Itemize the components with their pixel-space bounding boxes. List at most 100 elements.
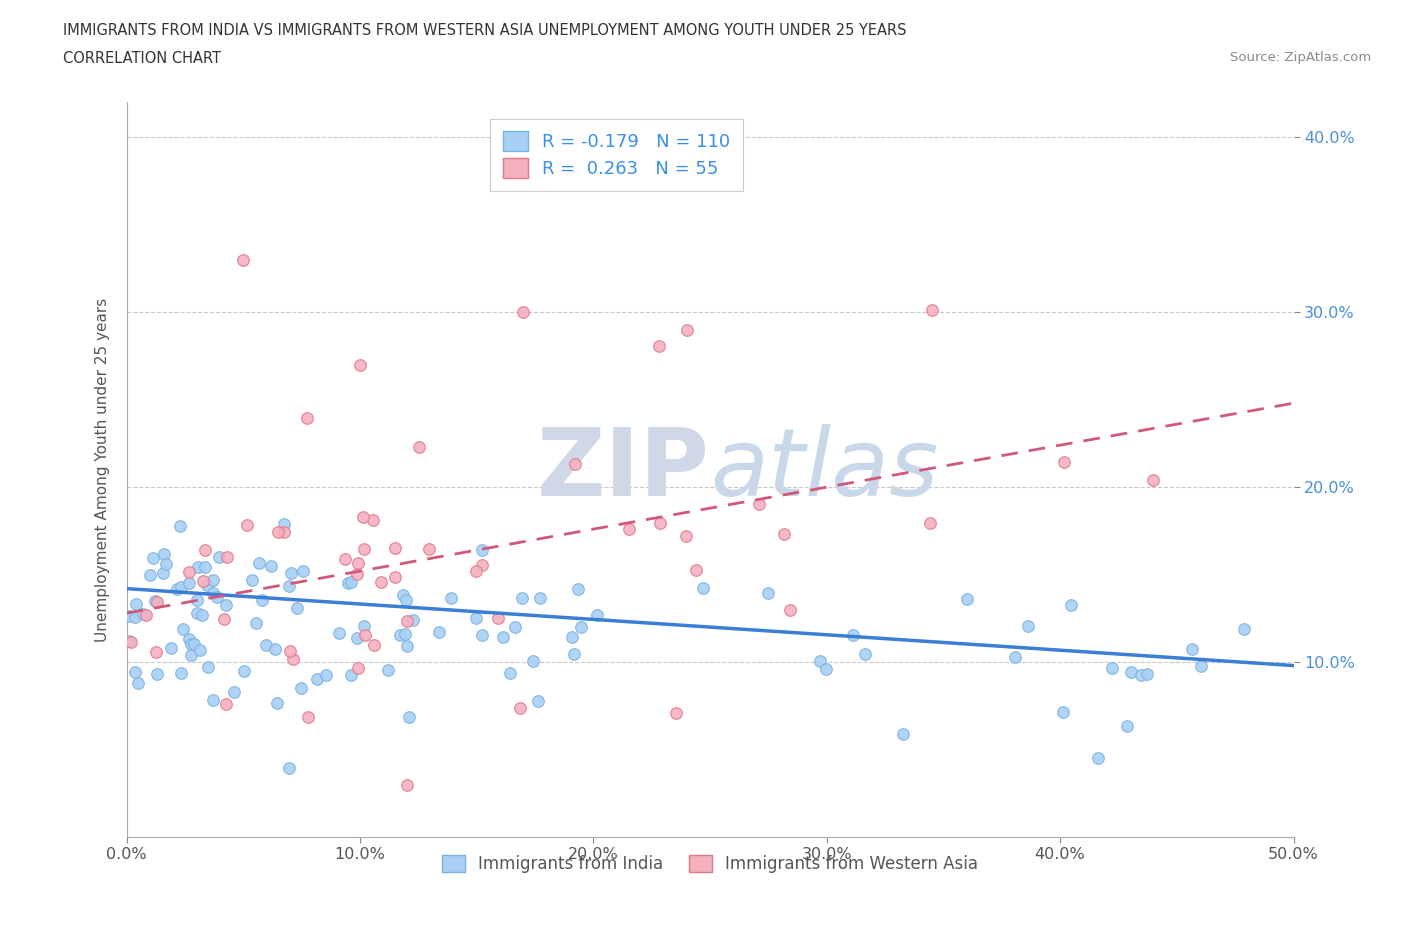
Point: [1191, 658, 1213, 673]
Point: [267, 525, 290, 539]
Point: [186, 605, 208, 620]
Point: [142, 551, 165, 565]
Point: [377, 662, 399, 677]
Text: ZIP: ZIP: [537, 424, 710, 515]
Point: [353, 618, 375, 633]
Point: [205, 590, 228, 604]
Point: [215, 697, 238, 711]
Point: [215, 598, 238, 613]
Point: [170, 579, 193, 594]
Point: [648, 515, 671, 530]
Point: [290, 681, 312, 696]
Point: [266, 696, 288, 711]
Point: [127, 676, 149, 691]
Point: [180, 636, 202, 651]
Point: [562, 646, 585, 661]
Point: [353, 542, 375, 557]
Point: [177, 631, 200, 646]
Text: CORRELATION CHART: CORRELATION CHART: [63, 51, 221, 66]
Point: [245, 616, 267, 631]
Point: [197, 659, 219, 674]
Point: [779, 603, 801, 618]
Point: [202, 693, 225, 708]
Point: [285, 601, 308, 616]
Point: [232, 252, 254, 267]
Point: [471, 542, 494, 557]
Point: [464, 564, 486, 578]
Legend: Immigrants from India, Immigrants from Western Asia: Immigrants from India, Immigrants from W…: [434, 848, 986, 880]
Point: [486, 611, 509, 626]
Point: [665, 706, 688, 721]
Point: [254, 638, 277, 653]
Point: [240, 573, 263, 588]
Point: [328, 626, 350, 641]
Point: [648, 339, 671, 353]
Point: [361, 512, 384, 527]
Point: [233, 664, 256, 679]
Point: [297, 709, 319, 724]
Point: [1129, 668, 1152, 683]
Point: [617, 522, 640, 537]
Point: [155, 556, 177, 571]
Point: [675, 528, 697, 543]
Point: [340, 575, 363, 590]
Point: [124, 610, 146, 625]
Point: [675, 323, 697, 338]
Point: [1233, 621, 1256, 636]
Point: [692, 580, 714, 595]
Point: [186, 592, 208, 607]
Point: [384, 569, 406, 584]
Text: IMMIGRANTS FROM INDIA VS IMMIGRANTS FROM WESTERN ASIA UNEMPLOYMENT AMONG YOUTH U: IMMIGRANTS FROM INDIA VS IMMIGRANTS FROM…: [63, 23, 907, 38]
Point: [180, 647, 202, 662]
Point: [512, 305, 534, 320]
Point: [346, 631, 368, 645]
Point: [295, 411, 318, 426]
Point: [260, 558, 283, 573]
Point: [125, 597, 148, 612]
Point: [561, 630, 583, 644]
Point: [509, 700, 531, 715]
Point: [471, 558, 494, 573]
Point: [118, 633, 141, 648]
Point: [1053, 455, 1076, 470]
Point: [354, 627, 377, 642]
Point: [292, 563, 315, 578]
Point: [773, 527, 796, 542]
Point: [340, 667, 363, 682]
Point: [398, 710, 420, 724]
Point: [215, 550, 238, 565]
Point: [685, 563, 707, 578]
Point: [402, 612, 425, 627]
Point: [1004, 649, 1026, 664]
Point: [278, 644, 301, 658]
Point: [222, 684, 245, 699]
Point: [188, 643, 211, 658]
Point: [118, 609, 141, 624]
Point: [842, 628, 865, 643]
Point: [814, 662, 837, 677]
Point: [471, 628, 494, 643]
Point: [194, 543, 217, 558]
Point: [395, 639, 418, 654]
Point: [263, 641, 285, 656]
Point: [187, 560, 209, 575]
Point: [585, 608, 607, 623]
Point: [335, 551, 357, 566]
Point: [146, 594, 169, 609]
Point: [132, 606, 155, 621]
Point: [499, 665, 522, 680]
Point: [346, 566, 368, 581]
Point: [166, 582, 188, 597]
Point: [194, 560, 217, 575]
Point: [236, 518, 259, 533]
Point: [169, 519, 191, 534]
Point: [177, 575, 200, 590]
Point: [1136, 666, 1159, 681]
Point: [1087, 751, 1109, 765]
Point: [208, 549, 231, 564]
Point: [139, 568, 162, 583]
Point: [349, 357, 371, 372]
Point: [567, 581, 589, 596]
Point: [277, 760, 299, 775]
Point: [152, 566, 174, 581]
